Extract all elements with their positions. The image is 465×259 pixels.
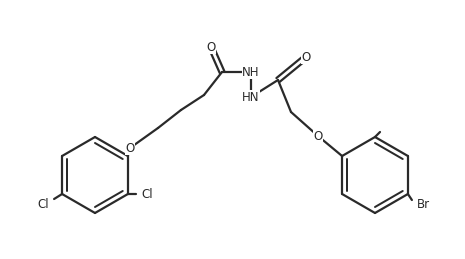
Text: NH: NH (242, 66, 260, 78)
Text: O: O (301, 51, 311, 63)
Text: Cl: Cl (141, 188, 153, 200)
Text: Cl: Cl (37, 198, 49, 212)
Text: O: O (313, 130, 323, 142)
Text: O: O (206, 40, 216, 54)
Text: O: O (126, 141, 135, 155)
Text: Br: Br (418, 198, 431, 211)
Text: HN: HN (242, 90, 260, 104)
